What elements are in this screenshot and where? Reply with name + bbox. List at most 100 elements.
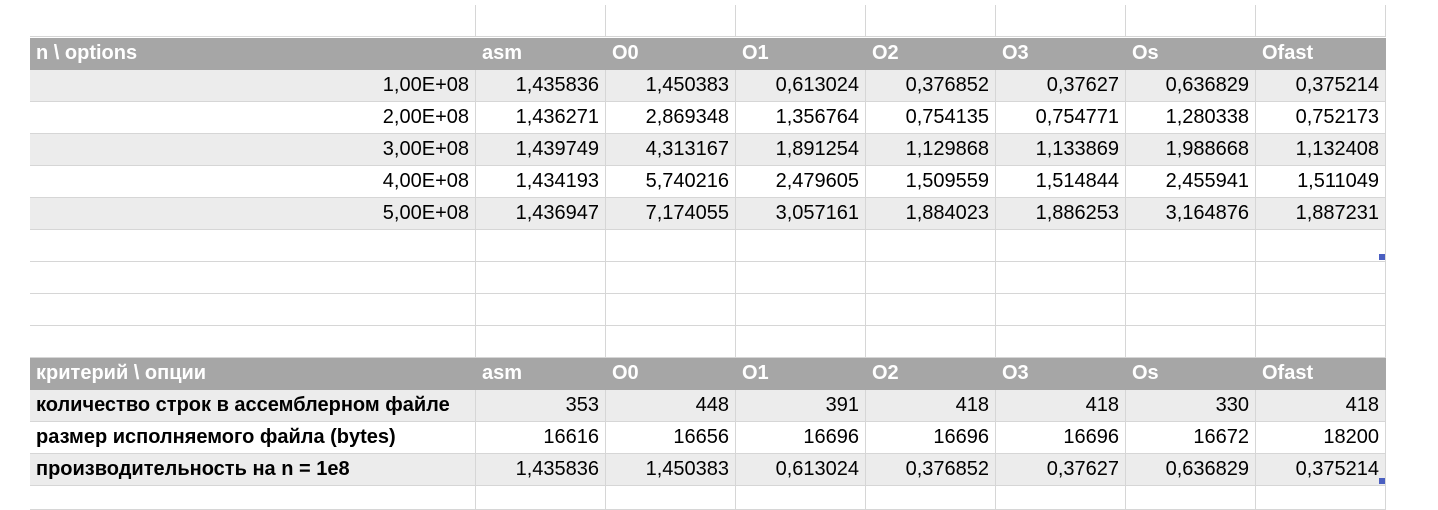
table-cell[interactable]: 1,884023 [866, 198, 996, 230]
table-resize-handle[interactable] [1379, 254, 1385, 260]
table-cell[interactable]: 1,434193 [476, 166, 606, 198]
cell[interactable] [606, 326, 736, 358]
table-cell[interactable]: 0,754771 [996, 102, 1126, 134]
cell[interactable] [736, 294, 866, 326]
table-cell[interactable]: 16696 [866, 422, 996, 454]
cell[interactable] [606, 294, 736, 326]
table-cell[interactable]: 0,375214 [1256, 70, 1386, 102]
table-cell[interactable]: 1,436947 [476, 198, 606, 230]
cell[interactable] [1126, 486, 1256, 510]
cell[interactable] [476, 230, 606, 262]
table-cell[interactable]: 1,450383 [606, 454, 736, 486]
table-cell[interactable]: 0,752173 [1256, 102, 1386, 134]
row-label[interactable]: количество строк в ассемблерном файле [30, 390, 476, 422]
cell[interactable] [996, 230, 1126, 262]
cell[interactable] [30, 486, 476, 510]
table-cell[interactable]: 2,455941 [1126, 166, 1256, 198]
cell[interactable] [30, 5, 476, 37]
cell[interactable] [996, 5, 1126, 37]
table-cell[interactable]: 16696 [996, 422, 1126, 454]
header-cell[interactable]: O3 [996, 38, 1126, 70]
cell[interactable] [1256, 230, 1386, 262]
table-cell[interactable]: 1,514844 [996, 166, 1126, 198]
table-cell[interactable]: 16656 [606, 422, 736, 454]
cell[interactable] [736, 230, 866, 262]
table-cell[interactable]: 3,00E+08 [30, 134, 476, 166]
header-cell[interactable]: критерий \ опции [30, 358, 476, 390]
cell[interactable] [476, 486, 606, 510]
table-cell[interactable]: 3,057161 [736, 198, 866, 230]
table-cell[interactable]: 2,869348 [606, 102, 736, 134]
cell[interactable] [1126, 326, 1256, 358]
table-cell[interactable]: 1,436271 [476, 102, 606, 134]
table-cell[interactable]: 1,887231 [1256, 198, 1386, 230]
table-cell[interactable]: 418 [866, 390, 996, 422]
header-cell[interactable]: n \ options [30, 38, 476, 70]
cell[interactable] [866, 262, 996, 294]
table-cell[interactable]: 16672 [1126, 422, 1256, 454]
table-cell[interactable]: 5,740216 [606, 166, 736, 198]
table-cell[interactable]: 1,511049 [1256, 166, 1386, 198]
cell[interactable] [606, 486, 736, 510]
table-cell[interactable]: 330 [1126, 390, 1256, 422]
header-cell[interactable]: O2 [866, 38, 996, 70]
cell[interactable] [1256, 486, 1386, 510]
table-resize-handle[interactable] [1379, 478, 1385, 484]
cell[interactable] [606, 262, 736, 294]
table-cell[interactable]: 1,435836 [476, 454, 606, 486]
cell[interactable] [866, 230, 996, 262]
table-cell[interactable]: 16696 [736, 422, 866, 454]
table-cell[interactable]: 0,376852 [866, 70, 996, 102]
header-cell[interactable]: O1 [736, 38, 866, 70]
cell[interactable] [606, 230, 736, 262]
table-cell[interactable]: 0,37627 [996, 70, 1126, 102]
cell[interactable] [736, 326, 866, 358]
table-cell[interactable]: 1,129868 [866, 134, 996, 166]
cell[interactable] [1256, 294, 1386, 326]
table-cell[interactable]: 1,356764 [736, 102, 866, 134]
header-cell[interactable]: Os [1126, 38, 1256, 70]
header-cell[interactable]: O0 [606, 358, 736, 390]
table-cell[interactable]: 3,164876 [1126, 198, 1256, 230]
table-cell[interactable]: 1,891254 [736, 134, 866, 166]
cell[interactable] [30, 262, 476, 294]
table-cell[interactable]: 16616 [476, 422, 606, 454]
cell[interactable] [866, 326, 996, 358]
table-cell[interactable]: 0,375214 [1256, 454, 1386, 486]
cell[interactable] [1126, 262, 1256, 294]
table-cell[interactable]: 0,636829 [1126, 454, 1256, 486]
cell[interactable] [1256, 262, 1386, 294]
table-cell[interactable]: 0,636829 [1126, 70, 1256, 102]
table-cell[interactable]: 4,00E+08 [30, 166, 476, 198]
table-cell[interactable]: 0,376852 [866, 454, 996, 486]
table-cell[interactable]: 1,435836 [476, 70, 606, 102]
cell[interactable] [736, 486, 866, 510]
cell[interactable] [996, 326, 1126, 358]
cell[interactable] [736, 5, 866, 37]
header-cell[interactable]: asm [476, 38, 606, 70]
cell[interactable] [30, 230, 476, 262]
table-cell[interactable]: 1,439749 [476, 134, 606, 166]
header-cell[interactable]: O1 [736, 358, 866, 390]
table-cell[interactable]: 7,174055 [606, 198, 736, 230]
row-label[interactable]: производительность на n = 1e8 [30, 454, 476, 486]
cell[interactable] [866, 486, 996, 510]
cell[interactable] [30, 326, 476, 358]
table-cell[interactable]: 1,133869 [996, 134, 1126, 166]
table-cell[interactable]: 18200 [1256, 422, 1386, 454]
cell[interactable] [736, 262, 866, 294]
row-label[interactable]: размер исполняемого файла (bytes) [30, 422, 476, 454]
table-cell[interactable]: 1,988668 [1126, 134, 1256, 166]
table-cell[interactable]: 1,450383 [606, 70, 736, 102]
cell[interactable] [996, 262, 1126, 294]
table-cell[interactable]: 0,754135 [866, 102, 996, 134]
header-cell[interactable]: Ofast [1256, 38, 1386, 70]
table-cell[interactable]: 1,886253 [996, 198, 1126, 230]
cell[interactable] [606, 5, 736, 37]
cell[interactable] [996, 486, 1126, 510]
cell[interactable] [476, 5, 606, 37]
cell[interactable] [476, 294, 606, 326]
table-cell[interactable]: 448 [606, 390, 736, 422]
table-cell[interactable]: 5,00E+08 [30, 198, 476, 230]
table-cell[interactable]: 2,479605 [736, 166, 866, 198]
